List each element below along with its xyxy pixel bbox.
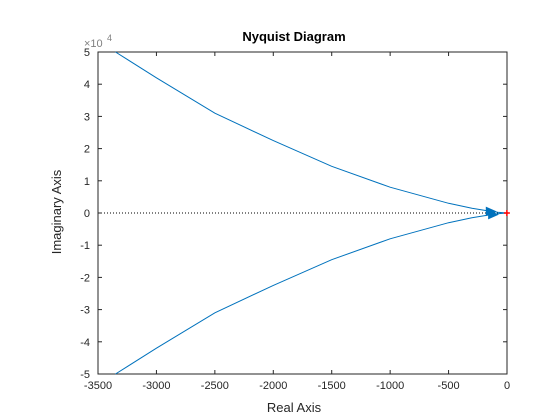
y-scale-exponent: ×10 4 bbox=[84, 33, 112, 50]
y-tick-label: -5 bbox=[80, 369, 90, 381]
y-tick-label: -2 bbox=[80, 272, 90, 284]
x-axis-label: Real Axis bbox=[267, 400, 322, 415]
y-scale-base: ×10 bbox=[84, 38, 103, 50]
x-tick-label: -1000 bbox=[376, 380, 404, 392]
y-tick-label: -4 bbox=[80, 337, 90, 349]
x-tick-label: -3000 bbox=[142, 380, 170, 392]
y-tick-label: -1 bbox=[80, 240, 90, 252]
x-tick-label: -1500 bbox=[318, 380, 346, 392]
y-tick-label: -3 bbox=[80, 305, 90, 317]
x-tick-label: -2000 bbox=[259, 380, 287, 392]
direction-arrow bbox=[488, 209, 499, 220]
y-tick-label: 1 bbox=[84, 176, 90, 188]
nyquist-curve-lower bbox=[115, 212, 508, 375]
y-tick-label: 4 bbox=[84, 79, 90, 91]
x-tick-label: 0 bbox=[504, 380, 510, 392]
y-axis-label: Imaginary Axis bbox=[49, 169, 64, 254]
y-tick-label: 3 bbox=[84, 111, 90, 123]
x-tick-label: -3500 bbox=[84, 380, 112, 392]
x-tick-label: -2500 bbox=[201, 380, 229, 392]
plot-area: -3500 -3000 -2500 -2000 -1500 -1000 -500 0 -5 -4 -… bbox=[80, 47, 510, 392]
chart-title: Nyquist Diagram bbox=[242, 29, 345, 44]
nyquist-curve-upper bbox=[115, 51, 508, 214]
x-tick-label: -500 bbox=[438, 380, 460, 392]
y-scale-power: 4 bbox=[107, 33, 112, 43]
y-tick-label: 0 bbox=[84, 208, 90, 220]
y-tick-label: 5 bbox=[84, 47, 90, 59]
y-tick-label: 2 bbox=[84, 144, 90, 156]
